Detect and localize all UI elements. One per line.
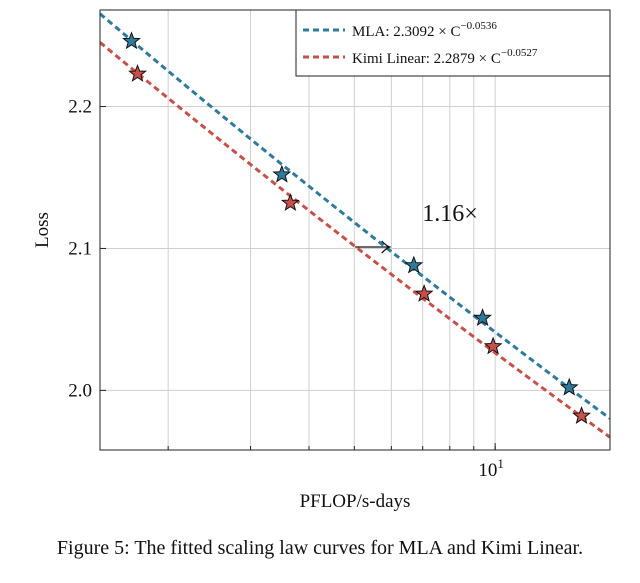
data-point-mla bbox=[122, 31, 141, 50]
data-point-mla bbox=[559, 377, 579, 396]
fit-curve-kimi-linear bbox=[100, 41, 610, 439]
x-tick-label-exponent: 1 bbox=[497, 456, 504, 471]
legend-box bbox=[295, 9, 611, 77]
data-point-mla bbox=[272, 164, 292, 183]
legend: MLA: 2.3092 × C−0.0536 Kimi Linear: 2.28… bbox=[295, 9, 611, 77]
annotation-arrow-head bbox=[381, 240, 392, 254]
data-point-kimi-linear bbox=[414, 283, 434, 302]
data-point-kimi-linear bbox=[128, 63, 147, 82]
annotation-label: 1.16× bbox=[422, 201, 478, 227]
figure-caption: Figure 5: The fitted scaling law curves … bbox=[56, 537, 584, 559]
fit-curves bbox=[100, 12, 610, 439]
y-tick-label: 2.2 bbox=[68, 97, 92, 118]
y-tick-label: 2.1 bbox=[68, 238, 92, 259]
data-point-kimi-linear bbox=[572, 406, 591, 424]
x-tick-label-base: 10 bbox=[478, 460, 497, 481]
x-axis-label: PFLOP/s-days bbox=[300, 491, 411, 512]
y-tick-label: 2.0 bbox=[68, 380, 92, 401]
data-point-mla bbox=[404, 255, 424, 274]
data-point-mla bbox=[473, 308, 493, 327]
axis-ticks: 101 2.0 2.1 2.2 bbox=[68, 97, 504, 481]
data-point-kimi-linear bbox=[483, 336, 503, 355]
fit-curve-mla bbox=[100, 12, 610, 420]
x-tick-label: 101 bbox=[478, 456, 504, 481]
annotation: 1.16× bbox=[355, 201, 478, 254]
y-axis-label: Loss bbox=[32, 212, 53, 248]
grid-lines bbox=[100, 10, 610, 450]
legend-label-mla: MLA: 2.3092 × C−0.0536 bbox=[352, 20, 497, 40]
data-point-kimi-linear bbox=[280, 193, 300, 212]
data-points bbox=[122, 31, 591, 424]
legend-label-kimi-linear: Kimi Linear: 2.2879 × C−0.0527 bbox=[352, 47, 538, 67]
